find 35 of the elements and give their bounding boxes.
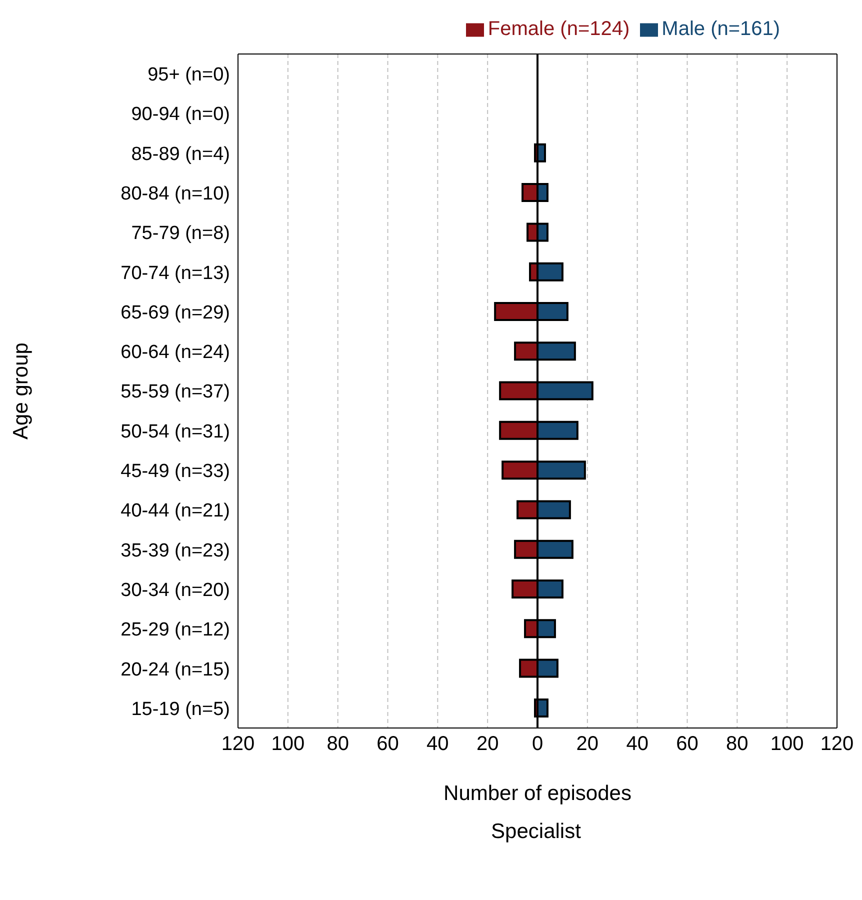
y-tick-label: 95+ (n=0) [148,64,230,86]
y-tick-label: 25-29 (n=12) [120,620,230,641]
y-tick-label: 40-44 (n=21) [120,500,230,522]
y-tick-label: 85-89 (n=4) [131,144,230,165]
x-tick-label: 40 [626,733,648,756]
x-tick-label: 60 [676,733,698,756]
x-tick-label: 20 [476,733,499,756]
y-tick-label: 65-69 (n=29) [120,302,230,324]
y-tick-label: 30-34 (n=20) [120,580,230,601]
x-tick-label: 120 [820,733,854,756]
y-tick-label: 75-79 (n=8) [131,223,230,244]
x-tick-label: 80 [326,733,349,756]
x-tick-label: 100 [770,733,804,756]
text: Specialist [490,820,582,844]
y-tick-label: 20-24 (n=15) [120,659,230,680]
x-tick-label: 60 [376,733,399,756]
y-axis-title: Age group [9,342,32,440]
x-tick-label: 40 [426,733,449,756]
y-tick-label: 45-49 (n=33) [120,461,230,482]
y-tick-label: 55-59 (n=37) [120,382,230,403]
x-tick-label: 0 [532,733,544,756]
y-tick-label: 90-94 (n=0) [131,104,230,126]
y-tick-label: 60-64 (n=24) [120,342,230,364]
y-tick-label: 50-54 (n=31) [120,421,230,442]
x-tick-label: 100 [271,733,305,756]
y-tick-label: 70-74 (n=13) [120,262,230,284]
legend-label: Male (n=161) [662,18,780,40]
x-axis-title: Number of episodes [444,782,632,805]
legend-label: Female (n=124) [488,18,630,40]
y-tick-label: 15-19 (n=5) [131,698,230,720]
y-tick-label: 35-39 (n=23) [120,540,230,562]
x-tick-label: 120 [221,733,255,756]
x-tick-label: 80 [726,733,748,756]
y-tick-label: 80-84 (n=10) [120,184,230,205]
x-tick-label: 20 [576,733,599,756]
